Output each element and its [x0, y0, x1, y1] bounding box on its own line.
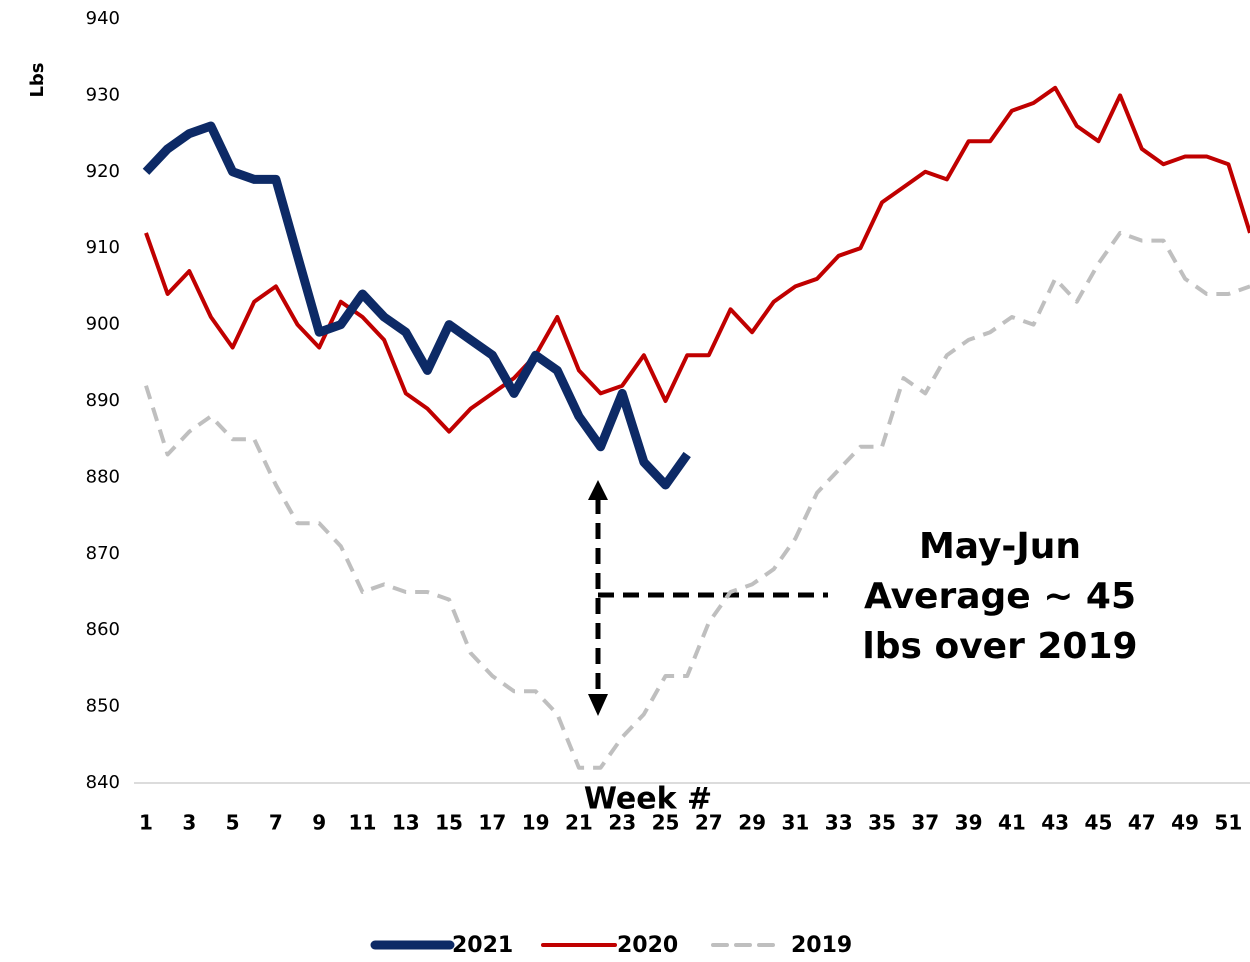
annotation-arrow	[595, 498, 828, 700]
y-tick-label: 900	[86, 314, 120, 335]
x-tick-label: 49	[1171, 811, 1199, 835]
arrow-head	[588, 694, 608, 716]
y-tick-label: 920	[86, 161, 120, 182]
x-tick-label: 7	[269, 811, 283, 835]
x-tick-label: 23	[608, 811, 636, 835]
y-tick-label: 940	[86, 8, 120, 29]
y-tick-label: 840	[86, 772, 120, 793]
x-axis-label: Week #	[584, 782, 712, 817]
x-tick-label: 29	[738, 811, 766, 835]
annotation: May-Jun	[919, 526, 1081, 567]
annotation: lbs over 2019	[862, 626, 1137, 667]
x-tick-label: 41	[998, 811, 1026, 835]
x-tick-label: 21	[565, 811, 593, 835]
x-tick-label: 15	[435, 811, 463, 835]
x-tick-label: 17	[478, 811, 506, 835]
arrow-head	[588, 480, 608, 500]
x-tick-label: 43	[1041, 811, 1069, 835]
y-tick-label: 910	[86, 237, 120, 258]
x-tick-label: 35	[868, 811, 896, 835]
legend-label: 2020	[617, 933, 678, 958]
x-tick-label: 45	[1085, 811, 1113, 835]
series-line	[144, 230, 1250, 770]
legend-label: 2019	[791, 933, 852, 958]
x-tick-label: 31	[781, 811, 809, 835]
x-tick-label: 19	[522, 811, 550, 835]
x-tick-label: 1	[139, 811, 153, 835]
y-tick-label: 880	[86, 466, 120, 487]
x-tick-label: 51	[1214, 811, 1242, 835]
y-axis-label: Lbs	[27, 62, 48, 97]
series-line	[144, 85, 1250, 434]
y-tick-label: 930	[86, 84, 120, 105]
x-tick-label: 11	[349, 811, 377, 835]
series-line	[142, 121, 691, 490]
y-tick-label: 890	[86, 390, 120, 411]
y-tick-label: 850	[86, 696, 120, 717]
legend-label: 2021	[452, 933, 513, 958]
x-tick-label: 9	[312, 811, 326, 835]
x-tick-label: 39	[955, 811, 983, 835]
annotation: Average ~ 45	[864, 576, 1136, 617]
x-tick-label: 33	[825, 811, 853, 835]
x-tick-label: 13	[392, 811, 420, 835]
x-tick-label: 47	[1128, 811, 1156, 835]
y-tick-label: 860	[86, 619, 120, 640]
x-tick-label: 5	[226, 811, 240, 835]
x-tick-label: 3	[182, 811, 196, 835]
x-tick-label: 27	[695, 811, 723, 835]
x-tick-label: 37	[911, 811, 939, 835]
y-tick-label: 870	[86, 543, 120, 564]
x-tick-label: 25	[652, 811, 680, 835]
